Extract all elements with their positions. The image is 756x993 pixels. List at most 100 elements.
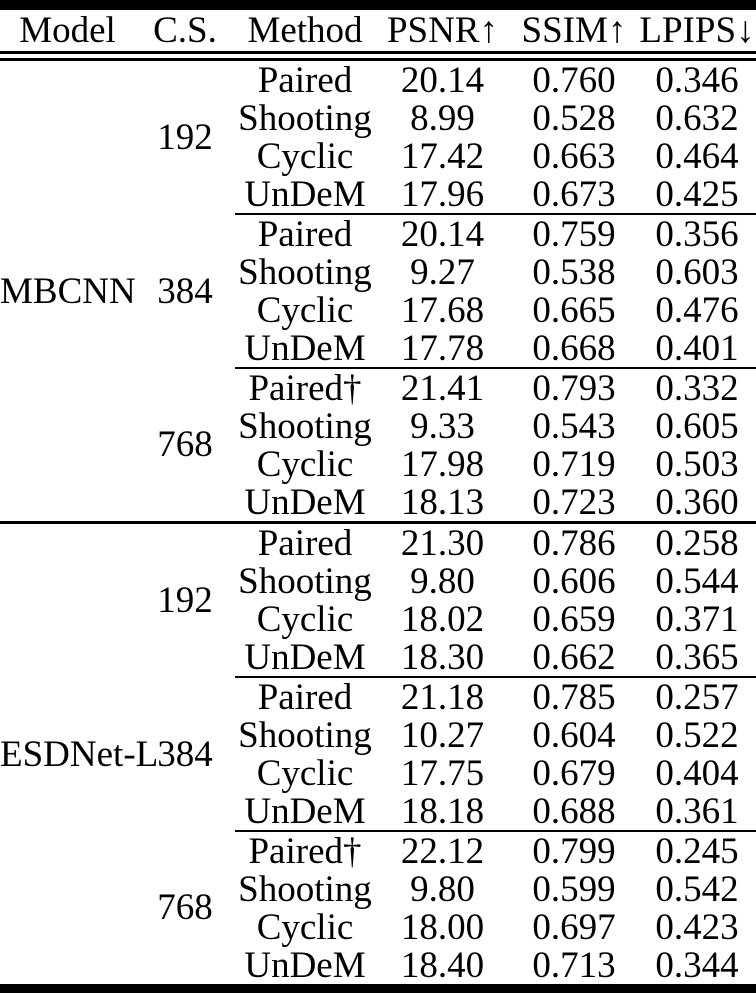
table-row: UnDeM 18.40 0.713 0.344	[0, 946, 756, 984]
cell-ssim: 0.665	[532, 289, 616, 331]
cell-ssim: 0.760	[532, 59, 616, 101]
cell-psnr: 17.98	[400, 443, 485, 485]
cell-psnr: 17.75	[400, 752, 485, 794]
cell-ssim: 0.759	[510, 213, 638, 253]
table-header-row: Model C.S. Method PSNR↑ SSIM↑ LPIPS↓	[0, 10, 756, 61]
cell-lpips: 0.605	[655, 405, 739, 447]
cell-lpips: 0.476	[655, 289, 739, 331]
cell-cs: 768	[157, 887, 213, 928]
table-row: Cyclic 18.02 0.659 0.371	[0, 600, 756, 638]
cell-cs: 192	[135, 521, 235, 677]
table-row: Shooting 8.99 0.528 0.632	[0, 99, 756, 137]
cell-ssim: 0.604	[532, 714, 616, 756]
cell-method: Paired	[257, 59, 353, 101]
cell-method: Shooting	[238, 251, 372, 293]
column-header-method: Method	[235, 10, 375, 61]
table-row: Cyclic 17.42 0.663 0.464	[0, 137, 756, 175]
table-row: Cyclic 17.98 0.719 0.503	[0, 445, 756, 483]
table-row: UnDeM 17.96 0.673 0.425	[0, 175, 756, 214]
cell-method: Shooting	[238, 97, 372, 139]
cell-lpips: 0.401	[655, 327, 739, 369]
cell-ssim: 0.543	[532, 405, 616, 447]
cell-lpips: 0.423	[655, 906, 739, 948]
cell-lpips: 0.257	[638, 676, 756, 716]
cell-psnr: 18.00	[400, 906, 485, 948]
table-row: Cyclic 18.00 0.697 0.423	[0, 908, 756, 946]
table-row: 768 Paired† 22.12 0.799 0.245	[0, 830, 756, 926]
cell-method: Paired	[235, 521, 375, 562]
cell-lpips: 0.425	[655, 173, 739, 215]
cell-method: UnDeM	[244, 173, 366, 215]
column-header-psnr: PSNR↑	[375, 10, 510, 61]
cell-method: Cyclic	[256, 598, 354, 640]
cell-model: ESDNet-L	[0, 521, 158, 984]
cell-method: UnDeM	[244, 944, 366, 986]
table-body: MBCNN 192 Paired 20.14 0.760 0.346 Shooting 8.9…	[0, 56, 756, 984]
table-row: Shooting 9.80 0.606 0.544	[0, 562, 756, 600]
cell-lpips: 0.464	[655, 135, 739, 177]
table-row: MBCNN 192 Paired 20.14 0.760 0.346	[0, 56, 756, 310]
cell-ssim: 0.673	[532, 173, 616, 215]
cell-lpips: 0.344	[655, 944, 739, 986]
cell-psnr: 18.13	[400, 481, 485, 523]
cell-psnr: 22.12	[375, 830, 510, 870]
cell-lpips: 0.632	[655, 97, 739, 139]
cell-method: Paired†	[235, 830, 375, 870]
cell-psnr: 21.41	[375, 367, 510, 407]
table-row: Shooting 9.33 0.543 0.605	[0, 407, 756, 445]
column-header-model: Model	[0, 10, 135, 61]
cell-ssim: 0.688	[532, 790, 616, 832]
cell-method: Shooting	[238, 714, 372, 756]
metrics-table: Model C.S. Method PSNR↑ SSIM↑ LPIPS↓ MBC…	[0, 10, 756, 984]
cell-model: MBCNN	[0, 270, 136, 312]
cell-method: UnDeM	[244, 790, 366, 832]
cell-ssim: 0.719	[532, 443, 616, 485]
column-header-lpips: LPIPS↓	[638, 10, 756, 61]
cell-psnr: 17.68	[400, 289, 485, 331]
cell-ssim: 0.713	[532, 944, 616, 986]
cell-ssim: 0.785	[510, 676, 638, 716]
cell-cs: 192	[157, 117, 213, 158]
cell-psnr: 18.02	[400, 598, 485, 640]
cell-psnr: 20.14	[400, 59, 485, 101]
cell-ssim: 0.606	[532, 560, 616, 602]
table-row: UnDeM 18.30 0.662 0.365	[0, 638, 756, 677]
cell-ssim: 0.679	[532, 752, 616, 794]
table-row: UnDeM 18.18 0.688 0.361	[0, 792, 756, 831]
cell-psnr: 18.18	[400, 790, 485, 832]
cell-lpips: 0.503	[655, 443, 739, 485]
cell-lpips: 0.361	[655, 790, 739, 832]
cell-method: Shooting	[238, 560, 372, 602]
cell-psnr: 9.80	[410, 560, 475, 602]
cell-cs: 768	[157, 424, 213, 465]
cell-method: Cyclic	[256, 289, 354, 331]
cell-psnr: 17.78	[400, 327, 485, 369]
cell-lpips: 0.356	[638, 213, 756, 253]
cell-lpips: 0.522	[655, 714, 739, 756]
cell-method: Paired	[235, 213, 375, 253]
cell-method: Shooting	[238, 868, 372, 910]
cell-method: UnDeM	[244, 327, 366, 369]
cell-ssim: 0.697	[532, 906, 616, 948]
table-row: UnDeM 18.13 0.723 0.360	[0, 483, 756, 523]
cell-ssim: 0.663	[532, 135, 616, 177]
table-row: Shooting 9.80 0.599 0.542	[0, 870, 756, 908]
cell-lpips: 0.245	[638, 830, 756, 870]
column-header-ssim: SSIM↑	[510, 10, 638, 61]
cell-method: Shooting	[238, 405, 372, 447]
cell-method: Paired†	[235, 367, 375, 407]
table-top-rule	[0, 0, 756, 10]
table-bottom-rule	[0, 984, 756, 993]
cell-method: Cyclic	[256, 443, 354, 485]
cell-psnr: 20.14	[375, 213, 510, 253]
cell-psnr: 10.27	[400, 714, 485, 756]
cell-method: Cyclic	[256, 752, 354, 794]
cell-method: Paired	[235, 676, 375, 716]
cell-psnr: 18.40	[400, 944, 485, 986]
table-row: 384 Paired 20.14 0.759 0.356	[0, 213, 756, 310]
cell-ssim: 0.793	[510, 367, 638, 407]
cell-psnr: 17.96	[400, 173, 485, 215]
cell-lpips: 0.346	[655, 59, 739, 101]
cell-method: UnDeM	[244, 481, 366, 523]
